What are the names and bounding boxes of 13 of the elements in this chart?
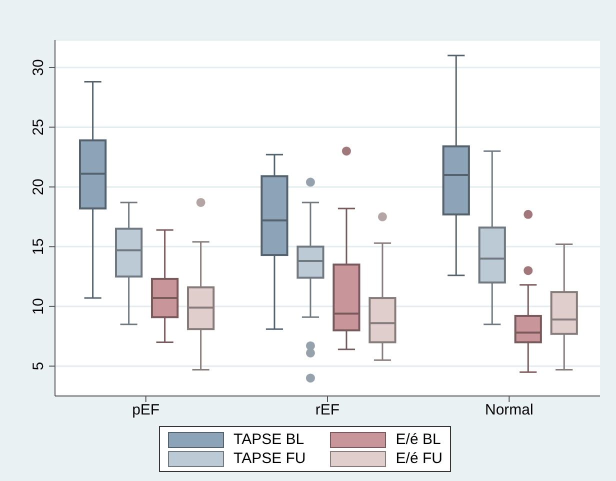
y-tick-label: 10 xyxy=(30,298,47,315)
legend-label: E/é BL xyxy=(396,431,441,448)
x-tick-label: pEF xyxy=(132,402,160,419)
x-tick-label: Normal xyxy=(484,402,534,419)
y-tick-label: 5 xyxy=(30,362,47,370)
legend-label: TAPSE FU xyxy=(234,450,306,467)
legend-label: TAPSE BL xyxy=(234,431,304,448)
y-tick-label: 30 xyxy=(30,59,47,76)
x-tick-label: rEF xyxy=(315,402,340,419)
y-tick-label: 20 xyxy=(30,178,47,196)
legend-label: E/é FU xyxy=(396,450,442,467)
y-tick-label: 25 xyxy=(30,118,47,136)
y-tick-label: 15 xyxy=(30,238,47,256)
